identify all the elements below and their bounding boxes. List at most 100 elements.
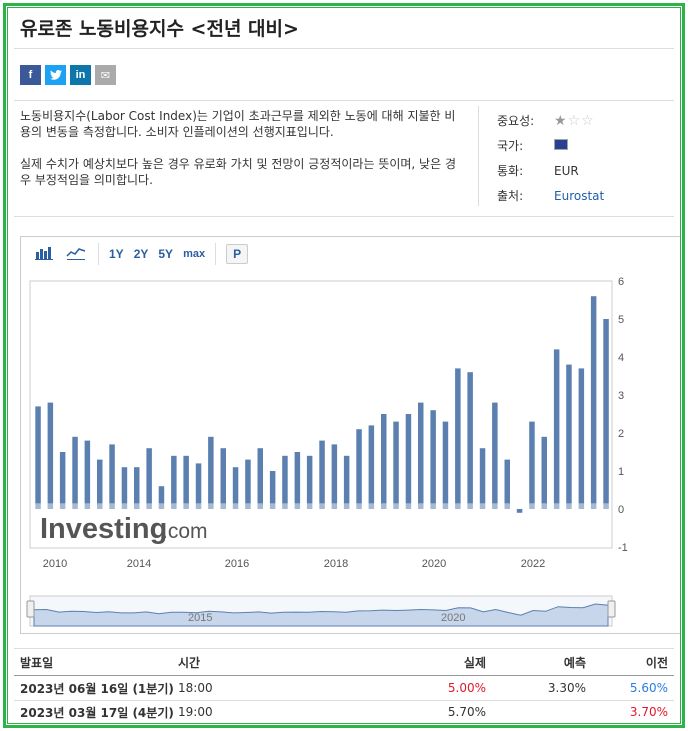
chart-container (20, 236, 680, 634)
bar[interactable] (553, 349, 560, 509)
linkedin-icon[interactable]: in (70, 65, 91, 85)
bar[interactable] (146, 448, 152, 509)
bar[interactable] (418, 402, 424, 509)
bar[interactable] (257, 448, 264, 509)
bar[interactable] (504, 459, 511, 509)
twitter-icon[interactable] (45, 65, 66, 85)
range-5y-button[interactable]: 5Y (158, 247, 174, 261)
bar[interactable] (430, 410, 436, 509)
bar[interactable] (59, 452, 66, 509)
header-time: 시간 (178, 655, 201, 670)
bar[interactable] (47, 402, 54, 509)
bar[interactable] (479, 448, 486, 509)
bar[interactable] (245, 459, 251, 509)
email-icon[interactable]: ✉ (95, 65, 116, 85)
y-tick-label: 3 (618, 390, 624, 402)
header-actual: 실제 (463, 655, 486, 670)
eu-flag-icon (554, 138, 568, 150)
navigator: 2015 2020 (26, 595, 616, 627)
bar[interactable] (516, 509, 523, 513)
bar[interactable] (590, 296, 597, 509)
bar[interactable] (566, 364, 572, 509)
header-date: 발표일 (20, 655, 54, 670)
bar[interactable] (578, 368, 585, 509)
row-time: 18:00 (178, 681, 213, 695)
navigator-series (33, 603, 609, 627)
social-share-bar: f in ✉ (20, 65, 116, 85)
x-tick-label: 2010 (43, 558, 67, 570)
navigator-left-handle[interactable] (26, 600, 35, 618)
header-forecast: 예측 (563, 655, 586, 670)
range-max-button[interactable]: max (183, 248, 206, 260)
row-forecast: 3.30% (547, 681, 586, 695)
navigator-right-handle[interactable] (607, 600, 616, 618)
p-button[interactable]: P (226, 244, 249, 264)
bar[interactable] (541, 436, 548, 509)
bar[interactable] (195, 463, 202, 509)
description-paragraph: 실제 수치가 예상치보다 높은 경우 유로화 가치 및 전망이 긍정적이라는 뜻… (20, 157, 456, 187)
bar[interactable] (134, 467, 140, 509)
star-empty-icon: ☆ (567, 112, 582, 129)
bar[interactable] (319, 440, 325, 509)
star-empty-icon: ☆ (581, 112, 595, 129)
watermark: Investing .com (40, 513, 208, 545)
row-actual: 5.00% (447, 681, 486, 695)
y-tick-label: 5 (618, 314, 624, 326)
x-tick-label: 2020 (422, 558, 446, 570)
source-link[interactable]: Eurostat (554, 188, 605, 203)
currency-label: 통화: (497, 164, 524, 178)
bar[interactable] (220, 448, 227, 509)
bar[interactable] (208, 436, 214, 509)
range-1y-button[interactable]: 1Y (109, 247, 124, 261)
bar[interactable] (84, 440, 91, 509)
bar[interactable] (467, 372, 473, 509)
table-row: 2023년 03월 17일 (4분기) 19:00 5.70% 3.70% (14, 700, 674, 724)
row-date: 2023년 03월 17일 (4분기) (20, 705, 174, 720)
range-2y-button[interactable]: 2Y (133, 247, 149, 261)
row-date: 2023년 06월 16일 (1분기) (20, 681, 174, 696)
bar[interactable] (109, 444, 115, 509)
y-tick-label: 6 (618, 276, 624, 288)
plot-area (29, 280, 613, 549)
importance-label: 중요성: (497, 114, 535, 128)
divider (14, 700, 674, 701)
line-chart-icon[interactable] (66, 244, 88, 264)
bar[interactable] (97, 459, 103, 509)
bar[interactable] (405, 414, 412, 509)
bar[interactable] (331, 444, 338, 509)
bar[interactable] (455, 368, 461, 509)
description-paragraph: 노동비용지수(Labor Cost Index)는 기업이 초과근무를 제외한 … (20, 109, 456, 139)
bar[interactable] (171, 455, 177, 509)
bar[interactable] (356, 429, 362, 509)
bar[interactable] (282, 455, 288, 509)
bar[interactable] (343, 455, 350, 509)
bar[interactable] (232, 467, 239, 509)
bar[interactable] (269, 471, 276, 509)
meta-source: 출처: Eurostat (497, 183, 604, 208)
bar[interactable] (393, 421, 399, 509)
bar[interactable] (158, 486, 165, 509)
bar[interactable] (368, 425, 375, 509)
divider (14, 100, 674, 101)
y-tick-label: 4 (618, 352, 624, 364)
bar[interactable] (306, 455, 313, 509)
bar[interactable] (603, 319, 609, 509)
x-axis: 2010 2014 2016 2018 2020 2022 (43, 558, 545, 570)
bar[interactable] (183, 455, 189, 509)
bar[interactable] (442, 421, 449, 509)
bar[interactable] (121, 467, 128, 509)
star-filled-icon: ★ (554, 112, 568, 129)
meta-country: 국가: (497, 133, 604, 158)
y-tick-label: 1 (618, 466, 624, 478)
source-label: 출처: (497, 189, 524, 203)
facebook-icon[interactable]: f (20, 65, 41, 85)
bar[interactable] (72, 436, 78, 509)
bar[interactable] (529, 421, 535, 509)
bar-chart-icon[interactable] (34, 244, 56, 264)
bar[interactable] (35, 406, 41, 509)
importance-stars: ★☆☆ (554, 113, 595, 129)
bar[interactable] (492, 402, 498, 509)
bar[interactable] (381, 414, 387, 509)
bar[interactable] (294, 452, 301, 509)
